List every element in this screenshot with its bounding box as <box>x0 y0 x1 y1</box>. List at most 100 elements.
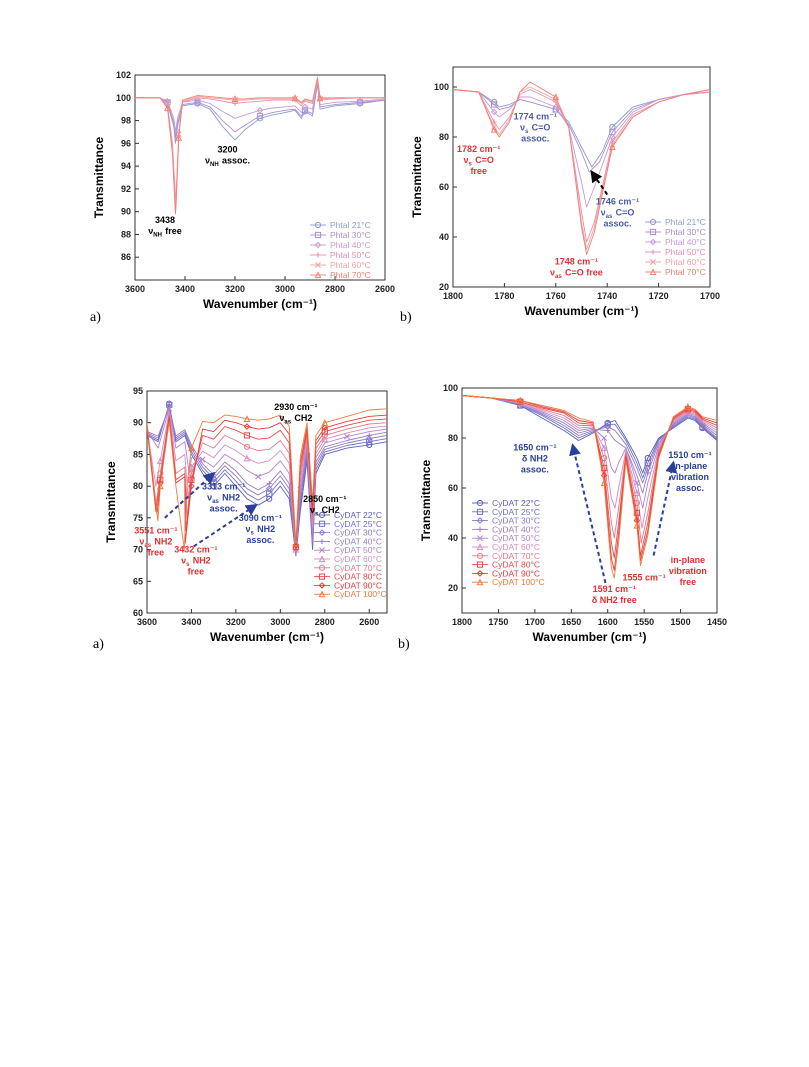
data-point <box>552 93 560 101</box>
y-tick-label: 70 <box>133 545 143 555</box>
annotation-label: νs C=O <box>464 155 494 168</box>
legend-entry: CyDAT 70°C <box>492 551 540 561</box>
annotation-label: free <box>470 166 487 176</box>
chart-p1-svg: 3600 3400 3200 3000 2800 2600 86 88 90 92 94 96 98 10… <box>92 70 395 311</box>
data-point <box>517 398 524 405</box>
x-tick-label: 1450 <box>707 617 727 627</box>
data-point <box>164 104 171 112</box>
annotation-label: νs NH2 <box>246 524 276 537</box>
series-group <box>453 81 710 255</box>
series-line <box>462 395 717 571</box>
annotation-label: νNH free <box>148 226 181 239</box>
annotation-label: 3438 <box>155 215 175 225</box>
series-line <box>453 89 710 168</box>
series-line <box>147 403 387 557</box>
y-tick-label: 100 <box>434 82 449 92</box>
legend-entry: CyDAT 60°C <box>492 542 540 552</box>
legend-marker <box>649 218 657 226</box>
data-point <box>292 539 300 547</box>
legend-marker <box>476 561 484 568</box>
legend-marker <box>477 526 483 532</box>
x-axis-title: Wavenumber (cm⁻¹) <box>210 630 324 644</box>
annotation-label: free <box>680 577 697 587</box>
legend-marker <box>650 259 656 265</box>
series-line <box>462 395 717 479</box>
x-tick-label: 3000 <box>275 284 295 294</box>
legend-marker <box>476 570 484 577</box>
data-point <box>301 103 309 111</box>
series-line <box>462 395 717 544</box>
annotation-label: 1555 cm⁻¹ <box>623 573 666 583</box>
annotation-label: 1591 cm⁻¹ <box>593 584 636 594</box>
data-point <box>156 457 164 464</box>
data-point <box>365 435 373 442</box>
data-point <box>156 482 164 490</box>
chart-p3-svg: 3600 3400 3200 3000 2800 2600 60 65 70 75 80 85 90 95… <box>104 386 388 644</box>
legend-entry: Phtal 30°C <box>330 230 371 240</box>
x-tick-label: 1650 <box>561 617 581 627</box>
y-tick-label: 94 <box>121 161 131 171</box>
data-point <box>243 423 251 430</box>
data-point <box>188 463 195 471</box>
data-point <box>366 438 373 445</box>
x-tick-label: 2800 <box>325 284 345 294</box>
y-tick-label: 92 <box>121 184 131 194</box>
legend-marker <box>314 221 322 229</box>
panel-label-p1: a) <box>90 310 101 325</box>
annotation-label: νs NH2 <box>181 556 211 569</box>
annotation-label: δ NH2 <box>522 454 548 464</box>
legend-entry: CyDAT 25°C <box>334 519 382 529</box>
x-tick-label: 3600 <box>137 617 157 627</box>
x-tick-label: 1700 <box>525 617 545 627</box>
chart-panel-cydat-nh2-bend: 1800 1750 1700 1650 1600 1550 1500 1450 20 40 60 80… <box>412 383 727 658</box>
legend-entry: CyDAT 100°C <box>334 589 387 599</box>
annotation-label: 3313 cm⁻¹ <box>202 481 245 491</box>
x-tick-label: 1760 <box>546 291 566 301</box>
legend-marker <box>318 564 326 571</box>
y-tick-label: 100 <box>443 383 458 393</box>
legend-entry: Phtal 40°C <box>665 237 706 247</box>
y-tick-label: 20 <box>448 583 458 593</box>
legend-marker <box>318 555 326 563</box>
legend-marker <box>315 252 321 258</box>
series-line <box>147 404 387 556</box>
x-tick-label: 2600 <box>375 284 395 294</box>
annotation-label: 1782 cm⁻¹ <box>457 144 500 154</box>
y-tick-label: 60 <box>439 182 449 192</box>
annotation-label: in-plane <box>671 555 706 565</box>
annotation-label: νas CH2 <box>279 413 312 426</box>
annotation-label: νNH assoc. <box>205 155 250 168</box>
annotation-label: νs CH2 <box>310 505 340 518</box>
plot-frame <box>452 66 711 288</box>
data-point <box>633 521 641 529</box>
x-tick-label: 2600 <box>359 617 379 627</box>
data-point <box>199 456 206 463</box>
x-tick-label: 2800 <box>315 617 335 627</box>
annotation-label: in-plane <box>673 461 708 471</box>
annotation-label: assoc. <box>676 483 704 493</box>
legend-marker <box>319 547 325 554</box>
panel-label-p2: b) <box>400 310 412 325</box>
data-point <box>356 99 364 106</box>
series-line <box>147 407 387 553</box>
legend-entry: Phtal 50°C <box>330 250 371 260</box>
series-group <box>135 76 385 215</box>
legend-entry: CyDAT 80°C <box>334 572 382 582</box>
annotation-arrow <box>569 443 607 584</box>
y-tick-label: 60 <box>448 483 458 493</box>
annotation-label: 2930 cm⁻¹ <box>274 402 317 412</box>
data-point <box>255 473 262 480</box>
chart-panel-phtal-co: 1800 1780 1760 1740 1720 1700 20 40 60 80 100 Waven… <box>410 62 725 330</box>
series-line <box>453 81 710 255</box>
x-tick-label: 1740 <box>597 291 617 301</box>
x-tick-label: 3000 <box>270 617 290 627</box>
annotation-label: assoc. <box>210 503 238 513</box>
chart-p2-svg: 1800 1780 1760 1740 1720 1700 20 40 60 80 100 Waven… <box>410 66 720 318</box>
legend-entry: CyDAT 40°C <box>492 524 540 534</box>
y-axis-title: Transmittance <box>410 136 424 218</box>
y-tick-label: 98 <box>121 116 131 126</box>
legend-entry: Phtal 40°C <box>330 240 371 250</box>
plot-frame <box>461 387 718 614</box>
x-tick-label: 3400 <box>175 284 195 294</box>
